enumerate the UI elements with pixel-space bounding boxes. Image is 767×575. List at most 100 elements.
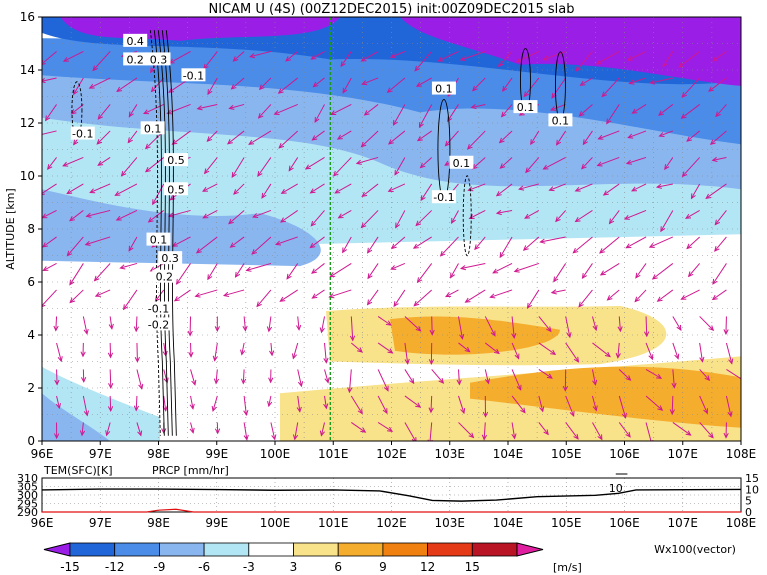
wind-vector (334, 183, 352, 194)
y-tick-label: 2 (27, 381, 35, 395)
wind-vector (511, 369, 522, 391)
wind-vector (215, 369, 218, 384)
wind-vector (329, 263, 352, 278)
w-contour-layer (71, 30, 566, 436)
wind-vector-head (542, 164, 549, 170)
wind-vector-head (116, 86, 123, 93)
wind-vector-head (108, 383, 114, 389)
wind-vector-head (685, 213, 692, 219)
wind-vector (243, 395, 247, 415)
wind-vector-head (514, 353, 520, 360)
wind-vector (540, 236, 566, 243)
wind-vector-head (252, 213, 259, 219)
panel-x-tick-label: 103E (435, 516, 466, 530)
wind-vector-head (137, 430, 143, 437)
wind-vector (556, 130, 567, 146)
wind-vector (672, 369, 675, 388)
wind-vector (502, 77, 513, 92)
wind-vector-head (413, 300, 420, 307)
panel-right-tick-label: 15 (745, 472, 759, 485)
wind-vector (97, 157, 111, 166)
wind-vector (603, 183, 620, 196)
panel-annotation: 10 (609, 482, 623, 495)
wind-vector-head (357, 408, 363, 415)
wind-vector (404, 369, 415, 384)
wind-vector (69, 210, 84, 222)
wind-vector-head (333, 170, 339, 177)
wind-vector (203, 51, 218, 70)
x-tick-label: 96E (31, 447, 54, 461)
grid-lines (42, 17, 741, 441)
wind-vector (634, 289, 647, 302)
colorbar-level-label: -12 (105, 560, 125, 574)
wind-vector (705, 183, 727, 199)
contour-label-box (152, 269, 177, 283)
wind-vector (116, 77, 138, 92)
wind-vector (632, 104, 647, 114)
wind-vector-head (361, 80, 368, 86)
colorbar-segment (427, 542, 473, 557)
wind-vector (207, 77, 218, 95)
wind-vector-head (133, 405, 140, 412)
wind-vector (364, 104, 379, 116)
panel-x-tick-label: 102E (376, 516, 407, 530)
wind-vector-head (266, 326, 273, 333)
wind-vector (672, 316, 682, 331)
wind-vector-head (390, 265, 397, 270)
wind-vector-head (658, 132, 665, 137)
wind-vector-head (191, 379, 197, 386)
wind-vector (223, 289, 245, 297)
wind-vector-head (330, 110, 337, 116)
wind-vector (229, 103, 245, 109)
wind-vector (686, 236, 700, 249)
wind-vector-head (340, 61, 346, 68)
wind-vector (190, 395, 194, 409)
wind-vector (361, 210, 379, 228)
wind-vector-head (550, 289, 557, 295)
panel-x-tick-label: 101E (318, 516, 349, 530)
wind-vector-head (89, 188, 96, 194)
wind-vector (467, 130, 486, 150)
wind-vector (127, 130, 138, 143)
wind-vector-head (643, 331, 650, 338)
wind-vector (523, 77, 540, 97)
wind-vector (388, 183, 406, 192)
wind-vector-head (574, 216, 581, 223)
wind-vector (297, 369, 302, 387)
wind-vector-head (539, 406, 545, 413)
y-tick-label: 0 (27, 434, 35, 448)
x-tick-label: 104E (493, 447, 524, 461)
wind-vector (519, 183, 540, 190)
wind-vector-head (429, 329, 435, 336)
wind-vector-head (728, 358, 734, 365)
wind-vector-head (128, 111, 134, 118)
panel-left-tick-label: 305 (17, 481, 38, 494)
wind-vector-head (319, 327, 325, 334)
wind-vector-head (499, 163, 506, 169)
wind-vector-head (542, 55, 549, 61)
wind-vector-head (268, 377, 274, 384)
wind-vector-head (608, 218, 615, 225)
wind-vector-head (460, 408, 466, 415)
wind-vector (474, 236, 486, 250)
x-tick-label: 99E (205, 447, 228, 461)
wind-vector-head (625, 159, 632, 165)
colorbar-segment (471, 542, 518, 557)
wind-vector (662, 51, 674, 67)
wind-vector (377, 369, 389, 391)
vector-legend-label: Wx100(vector) (654, 543, 736, 556)
wind-vector (688, 263, 701, 277)
wind-vector-head (337, 213, 344, 219)
wind-vector (167, 103, 191, 114)
wind-vector (42, 289, 57, 307)
wind-vector-head (526, 302, 533, 309)
wind-vector-head (196, 105, 203, 111)
y-tick-label: 4 (27, 328, 35, 342)
wind-vector-head (347, 387, 353, 394)
wind-vector (484, 369, 489, 384)
wind-vector (270, 422, 276, 440)
wind-vector-head (471, 163, 478, 170)
wind-vector (42, 183, 57, 194)
wind-vector (656, 183, 673, 188)
wind-vector (468, 183, 486, 191)
